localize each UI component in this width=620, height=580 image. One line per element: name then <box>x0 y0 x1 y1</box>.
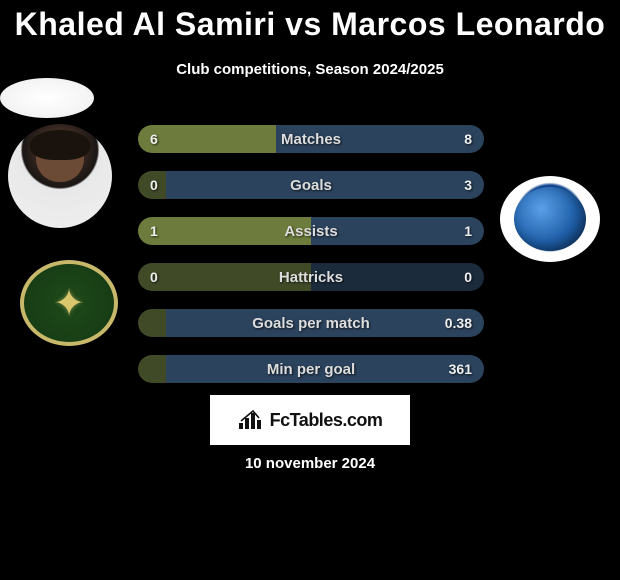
stat-value-right: 8 <box>464 125 472 153</box>
player2-club-badge <box>500 176 600 262</box>
stat-value-right: 1 <box>464 217 472 245</box>
stat-row: Matches6 8 <box>138 125 484 153</box>
stat-value-left: 1 <box>150 217 158 245</box>
stat-value-right: 0.38 <box>445 309 472 337</box>
stat-row: Hattricks0 0 <box>138 263 484 291</box>
stat-label: Goals <box>138 171 484 199</box>
player2-photo <box>0 78 94 118</box>
subtitle: Club competitions, Season 2024/2025 <box>0 61 620 78</box>
player1-club-badge: ✦ <box>20 260 118 346</box>
brand-text: FcTables.com <box>270 410 383 431</box>
stat-label: Goals per match <box>138 309 484 337</box>
player1-photo <box>8 124 112 228</box>
stat-value-left: 0 <box>150 263 158 291</box>
stat-row: Goals0 3 <box>138 171 484 199</box>
stat-value-left: 6 <box>150 125 158 153</box>
stat-label: Min per goal <box>138 355 484 383</box>
stat-value-left: 0 <box>150 171 158 199</box>
stat-label: Assists <box>138 217 484 245</box>
stat-value-right: 0 <box>464 263 472 291</box>
brand-attribution[interactable]: FcTables.com <box>210 395 410 445</box>
stat-row: Min per goal361 <box>138 355 484 383</box>
page-title: Khaled Al Samiri vs Marcos Leonardo <box>0 0 620 43</box>
stats-comparison: Matches68Goals03Assists11Hattricks00Goal… <box>138 125 484 401</box>
stat-value-right: 3 <box>464 171 472 199</box>
brand-bars-icon <box>238 409 264 431</box>
stat-value-right: 361 <box>449 355 472 383</box>
stat-row: Goals per match0.38 <box>138 309 484 337</box>
date-line: 10 november 2024 <box>0 455 620 472</box>
stat-label: Matches <box>138 125 484 153</box>
stat-row: Assists1 1 <box>138 217 484 245</box>
eagle-icon: ✦ <box>53 281 85 326</box>
stat-label: Hattricks <box>138 263 484 291</box>
